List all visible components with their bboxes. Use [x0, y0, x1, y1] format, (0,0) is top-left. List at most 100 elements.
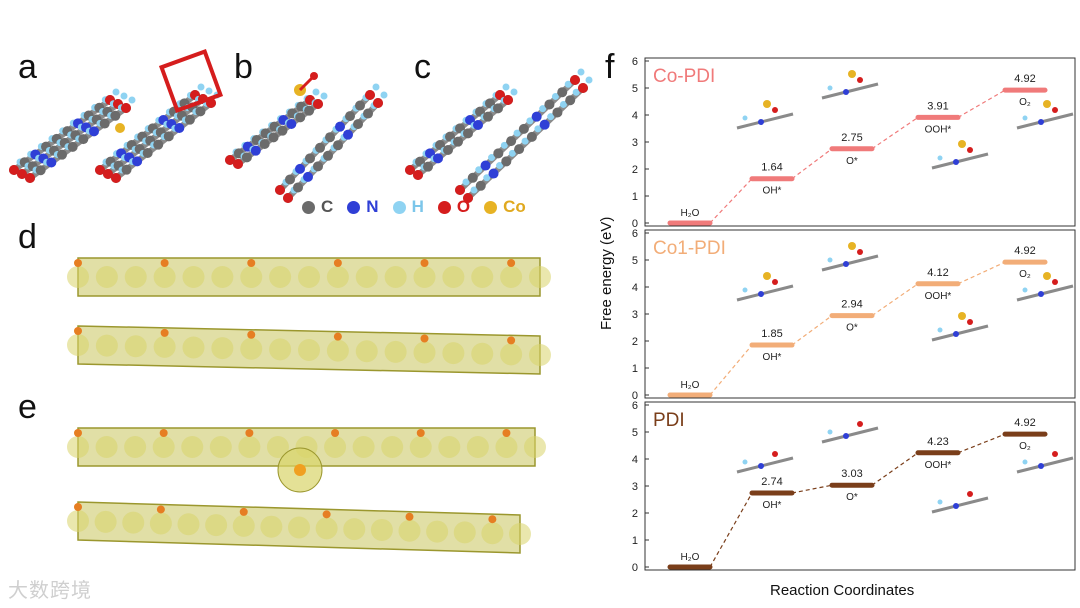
atom [539, 105, 547, 113]
atom [857, 77, 863, 83]
atom [937, 499, 943, 505]
y-tick-label: 4 [632, 110, 638, 122]
atom [463, 193, 473, 203]
y-tick-label: 5 [632, 427, 638, 439]
density-lobe [232, 514, 255, 537]
y-tick-label: 0 [632, 218, 638, 230]
molecule-backbone [235, 101, 321, 167]
atom [420, 259, 429, 267]
density-lobe [205, 514, 228, 537]
atom [78, 134, 89, 145]
density-lobe [355, 340, 378, 363]
atom [333, 259, 342, 267]
atom [772, 107, 778, 113]
density-lobe [67, 510, 89, 532]
legend-label-n: N [366, 197, 379, 216]
density-lobe [326, 339, 349, 362]
y-tick-label: 6 [632, 56, 638, 68]
y-tick-label: 5 [632, 255, 638, 267]
co-cluster [158, 48, 224, 114]
panel-label-e: e [18, 388, 37, 426]
atom [967, 491, 973, 497]
density-lobe [211, 266, 234, 288]
free-energy-chart: 0 1 2 3 4 5 6 Co-PDI H₂O 1.64 OH* 2.75 O* 3.91 OOH* 4.9… [632, 56, 1076, 574]
atom [572, 88, 580, 96]
atom [937, 155, 943, 161]
atom [557, 87, 568, 98]
atom [373, 98, 383, 108]
legend-label-h: H [411, 197, 424, 216]
atom [320, 92, 328, 100]
atom [578, 83, 588, 93]
intermediate-structure [821, 254, 879, 272]
atom [331, 429, 340, 437]
atom [967, 319, 973, 325]
atom [343, 129, 353, 140]
density-lobe [95, 436, 118, 458]
atom [413, 170, 423, 180]
atom [353, 119, 363, 130]
energy-value-label: 4.23 [927, 436, 948, 448]
atom [758, 119, 764, 125]
step-connector [791, 148, 833, 180]
atom [128, 96, 136, 104]
atom [423, 161, 433, 172]
atom [305, 153, 315, 164]
atom [335, 121, 345, 132]
atom [259, 139, 270, 149]
density-lobe [153, 335, 176, 358]
panel-label-f: f [605, 48, 615, 86]
atom [483, 111, 493, 122]
density-lobe [67, 334, 89, 356]
atom [112, 88, 120, 96]
molecule-backbone [227, 97, 313, 163]
atom [310, 72, 318, 80]
atom [142, 148, 153, 158]
density-lobe [124, 335, 147, 358]
step-connector [709, 344, 753, 396]
atom [467, 172, 478, 183]
legend-label-o: O [456, 197, 471, 216]
atom [174, 123, 185, 133]
density-lobe [426, 520, 449, 543]
atom [500, 141, 508, 149]
atom [1043, 272, 1051, 280]
step-label: O* [846, 156, 858, 167]
density-lobe [269, 266, 292, 288]
step-label: OOH* [925, 291, 952, 302]
atom [159, 429, 168, 437]
x-axis-title: Reaction Coordinates [770, 582, 915, 599]
step-label: O₂ [1019, 97, 1031, 108]
atom [539, 119, 550, 130]
energy-value-label: 4.92 [1014, 417, 1035, 429]
atom [475, 166, 483, 174]
density-lobe [442, 342, 465, 365]
atom [772, 279, 778, 285]
atom [570, 75, 580, 85]
density-lobe [453, 521, 476, 544]
y-tick-label: 1 [632, 535, 638, 547]
density-lobe [529, 266, 551, 288]
step-label: O₂ [1019, 441, 1031, 452]
y-tick-label: 2 [632, 508, 638, 520]
density-lobe [315, 517, 338, 540]
atom-models [9, 48, 593, 554]
atom [268, 132, 279, 143]
density-lobe [240, 266, 263, 288]
molecular-structures [9, 48, 593, 554]
density-lobe [398, 519, 421, 542]
intermediate-structure [736, 456, 794, 474]
energy-value-label: 2.74 [761, 476, 782, 488]
atom [473, 120, 483, 130]
atom [742, 287, 748, 293]
atom [848, 70, 856, 78]
intermediate-structure [931, 324, 989, 342]
panel-label-b: b [234, 48, 253, 86]
atom [763, 272, 771, 280]
density-lobe [177, 513, 200, 536]
atom [470, 186, 478, 194]
y-tick-label: 0 [632, 390, 638, 402]
atom [758, 463, 764, 469]
density-lobe [471, 342, 494, 365]
density-lobe [324, 436, 347, 458]
